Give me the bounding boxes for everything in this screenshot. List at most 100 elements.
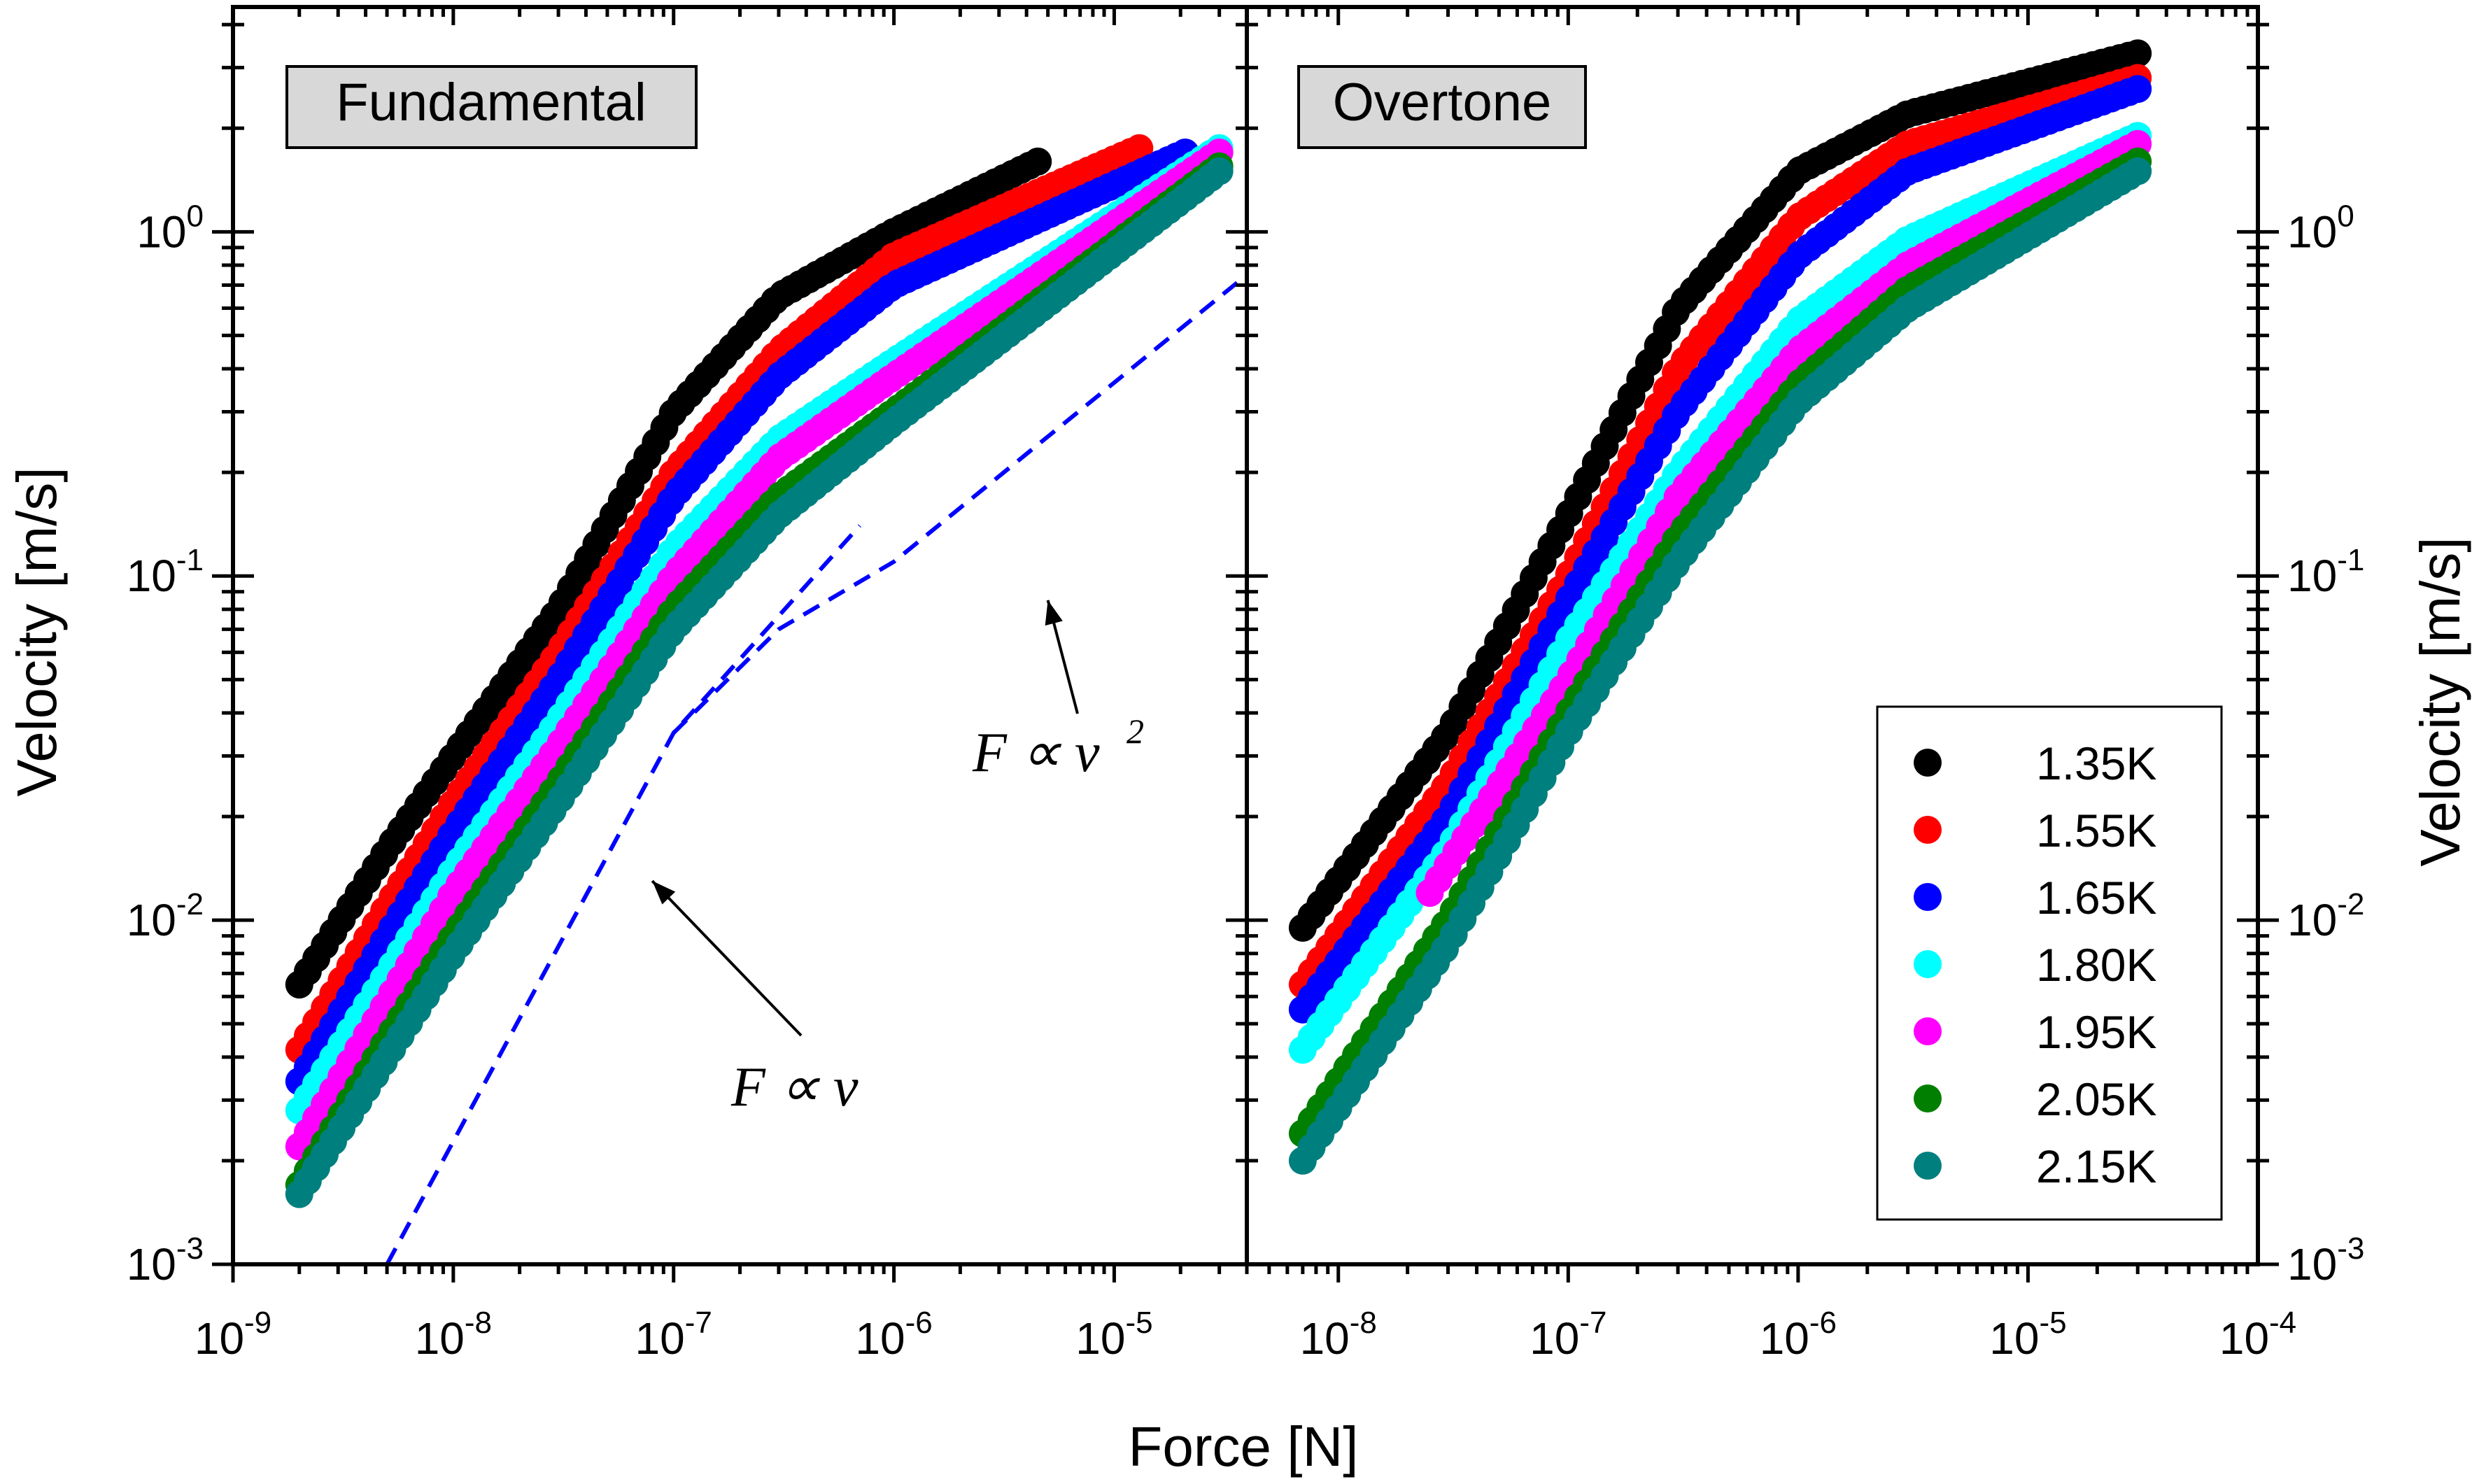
data-point (1205, 157, 1234, 185)
annotation-arrow-head (652, 881, 676, 905)
y-tick-label: 10-1 (2287, 543, 2364, 601)
x-tick-label: 10-8 (1300, 1306, 1377, 1364)
x-tick-label: 10-6 (1760, 1306, 1837, 1364)
legend-label: 1.65K (2036, 872, 2156, 924)
x-tick-label: 10-7 (635, 1306, 712, 1364)
y-axis-title-left: Velocity [m/s] (6, 467, 68, 796)
legend-label: 1.80K (2036, 939, 2156, 991)
panel-title-fundamental-box: Fundamental (285, 65, 698, 149)
panel-title-fundamental: Fundamental (336, 73, 647, 132)
y-tick-label-base: 10 (127, 895, 176, 945)
y-tick-label-exp: -2 (176, 887, 204, 921)
series-1.35K (285, 147, 1052, 999)
y-tick-label: 100 (2287, 199, 2354, 257)
series-1.65K (285, 138, 1199, 1096)
series-group-overtone (1288, 39, 2152, 1175)
y-tick-label-exp: 0 (187, 199, 204, 233)
legend: 1.35K 1.55K 1.65K 1.80K 1.95K 2.05K 2.15K (1876, 705, 2223, 1221)
y-tick-label-base: 10 (127, 1239, 176, 1289)
x-tick-label-exp: -8 (1350, 1306, 1377, 1340)
legend-label: 1.95K (2036, 1006, 2156, 1058)
panel-frame-overtone (1245, 5, 2260, 1266)
x-tick-label-base: 10 (635, 1313, 685, 1364)
y-tick-label-exp: -1 (176, 543, 204, 577)
series-1.65K (1288, 75, 2152, 1024)
x-tick-label-exp: -7 (1579, 1306, 1606, 1340)
annotation-quadratic-text: F ∝ v (972, 722, 1100, 784)
annotation-quadratic-sup: 2 (1127, 712, 1144, 751)
x-tick-label-exp: -4 (2269, 1306, 2296, 1340)
y-tick-label: 10-1 (127, 543, 204, 601)
series-2.15K (285, 157, 1234, 1208)
legend-marker (1914, 816, 1942, 844)
legend-label: 1.55K (2036, 805, 2156, 856)
y-tick-label-base: 10 (136, 206, 186, 257)
series-2.15K (1288, 157, 2152, 1175)
data-point (2124, 157, 2152, 185)
x-tick-label-base: 10 (1075, 1313, 1125, 1364)
panel-title-overtone: Overtone (1333, 73, 1552, 132)
y-tick-label-exp: -2 (2337, 887, 2364, 921)
x-tick-label: 10-8 (415, 1306, 492, 1364)
y-tick-label-exp: 0 (2337, 199, 2354, 233)
x-tick-label-base: 10 (1760, 1313, 1809, 1364)
annotation-quadratic: F ∝ v 2 (972, 712, 1144, 784)
x-tick-label-exp: -8 (465, 1306, 492, 1340)
x-tick-label-base: 10 (415, 1313, 465, 1364)
legend-label: 2.15K (2036, 1140, 2156, 1192)
reference-line-quadratic (672, 273, 1247, 735)
x-tick-label-exp: -5 (1125, 1306, 1152, 1340)
x-tick-label-base: 10 (1989, 1313, 2039, 1364)
x-tick-label-base: 10 (195, 1313, 244, 1364)
panel-title-overtone-box: Overtone (1297, 65, 1587, 149)
x-tick-label-base: 10 (1300, 1313, 1350, 1364)
y-tick-label: 10-2 (2287, 887, 2364, 945)
y-tick-label-exp: -3 (2337, 1231, 2364, 1266)
y-tick-label-base: 10 (2287, 206, 2337, 257)
x-tick-label-base: 10 (1530, 1313, 1579, 1364)
x-tick-label-exp: -7 (685, 1306, 712, 1340)
x-tick-label-exp: -9 (244, 1306, 271, 1340)
legend-marker (1914, 1017, 1942, 1045)
x-tick-label: 10-7 (1530, 1306, 1606, 1364)
x-tick-label: 10-4 (2219, 1306, 2296, 1364)
plot-area (285, 39, 2152, 1264)
x-tick-label-exp: -5 (2039, 1306, 2066, 1340)
data-point (1024, 147, 1052, 176)
y-tick-label-base: 10 (127, 551, 176, 601)
legend-marker (1914, 1084, 1942, 1112)
y-tick-label-base: 10 (2287, 895, 2337, 945)
annotation-arrow-head (1045, 600, 1063, 626)
data-point (2124, 39, 2152, 68)
legend-label: 2.05K (2036, 1073, 2156, 1125)
data-point (2124, 75, 2152, 104)
annotation-arrow-line (651, 879, 803, 1037)
legend-marker (1914, 950, 1942, 978)
y-tick-label-exp: -3 (176, 1231, 204, 1266)
y-axis-title-right: Velocity [m/s] (2409, 537, 2471, 866)
y-tick-label: 10-2 (127, 887, 204, 945)
x-tick-label-base: 10 (2219, 1313, 2269, 1364)
legend-marker (1914, 883, 1942, 911)
y-tick-label-exp: -1 (2337, 543, 2364, 577)
x-tick-label: 10-9 (195, 1306, 271, 1364)
x-tick-label-exp: -6 (1809, 1306, 1837, 1340)
y-tick-label-base: 10 (2287, 551, 2337, 601)
x-tick-label-exp: -6 (905, 1306, 933, 1340)
legend-marker (1914, 1152, 1942, 1180)
y-tick-label: 10-3 (127, 1231, 204, 1289)
annotation-linear: F ∝ v (730, 1057, 859, 1118)
x-tick-label: 10-6 (855, 1306, 932, 1364)
y-tick-label: 100 (136, 199, 204, 257)
x-tick-label: 10-5 (1989, 1306, 2066, 1364)
series-group-fundamental (285, 134, 1247, 1264)
y-tick-label-base: 10 (2287, 1239, 2337, 1289)
x-tick-label-base: 10 (855, 1313, 905, 1364)
legend-marker (1914, 749, 1942, 777)
legend-label: 1.35K (2036, 737, 2156, 789)
x-axis-title: Force [N] (1129, 1415, 1359, 1478)
x-tick-label: 10-5 (1075, 1306, 1152, 1364)
y-tick-label: 10-3 (2287, 1231, 2364, 1289)
